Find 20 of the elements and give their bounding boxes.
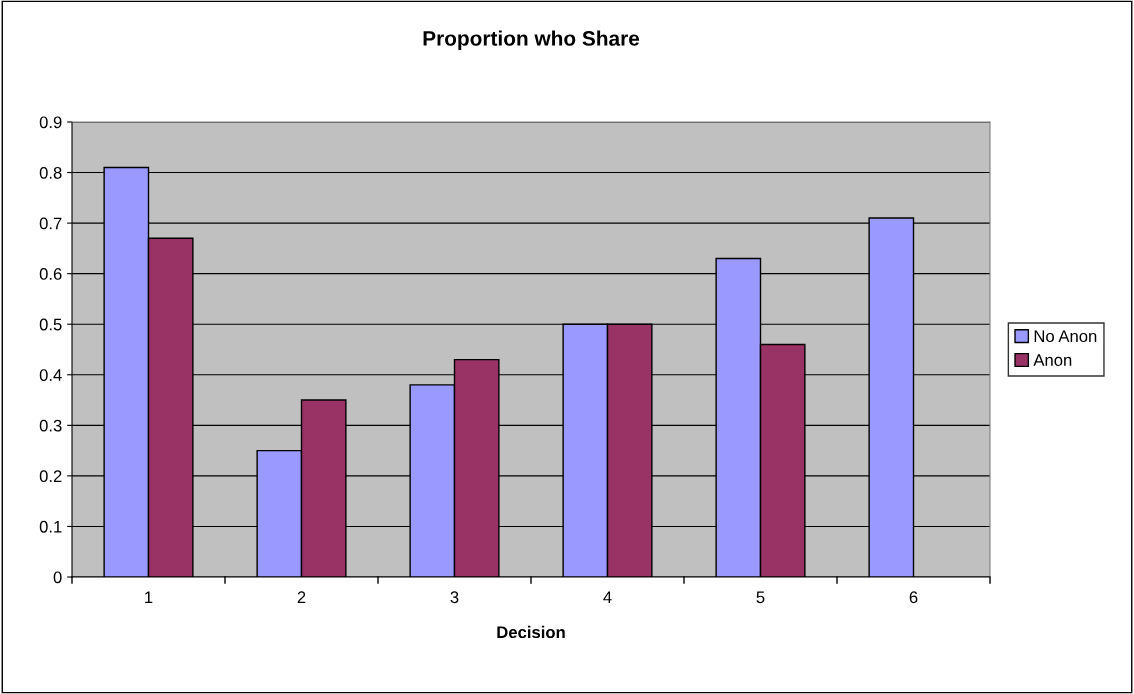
y-tick-label: 0.9: [39, 116, 62, 129]
x-tick-label: 4: [603, 591, 612, 603]
x-tick-label: 6: [909, 591, 918, 604]
y-tick-label: 0.5: [39, 318, 62, 331]
legend-label: No Anon: [1034, 330, 1097, 343]
y-tick-label: 0.8: [39, 166, 62, 179]
chart-title: Proportion who Share: [423, 30, 640, 50]
y-tick-label: 0: [53, 571, 62, 584]
legend-label: Anon: [1033, 354, 1072, 366]
y-tick-label: 0.3: [39, 419, 62, 432]
y-tick-label: 0.6: [39, 268, 62, 280]
y-tick-label: 0.7: [39, 217, 62, 230]
x-axis-title: Decision: [497, 625, 565, 639]
x-tick-label: 3: [450, 591, 459, 604]
y-tick-label: 0.4: [39, 369, 62, 381]
y-tick-label: 0.1: [39, 520, 62, 533]
x-tick-label: 5: [756, 591, 765, 604]
y-tick-label: 0.2: [39, 470, 62, 483]
x-tick-label: 1: [145, 591, 153, 603]
x-tick-label: 2: [297, 591, 306, 603]
